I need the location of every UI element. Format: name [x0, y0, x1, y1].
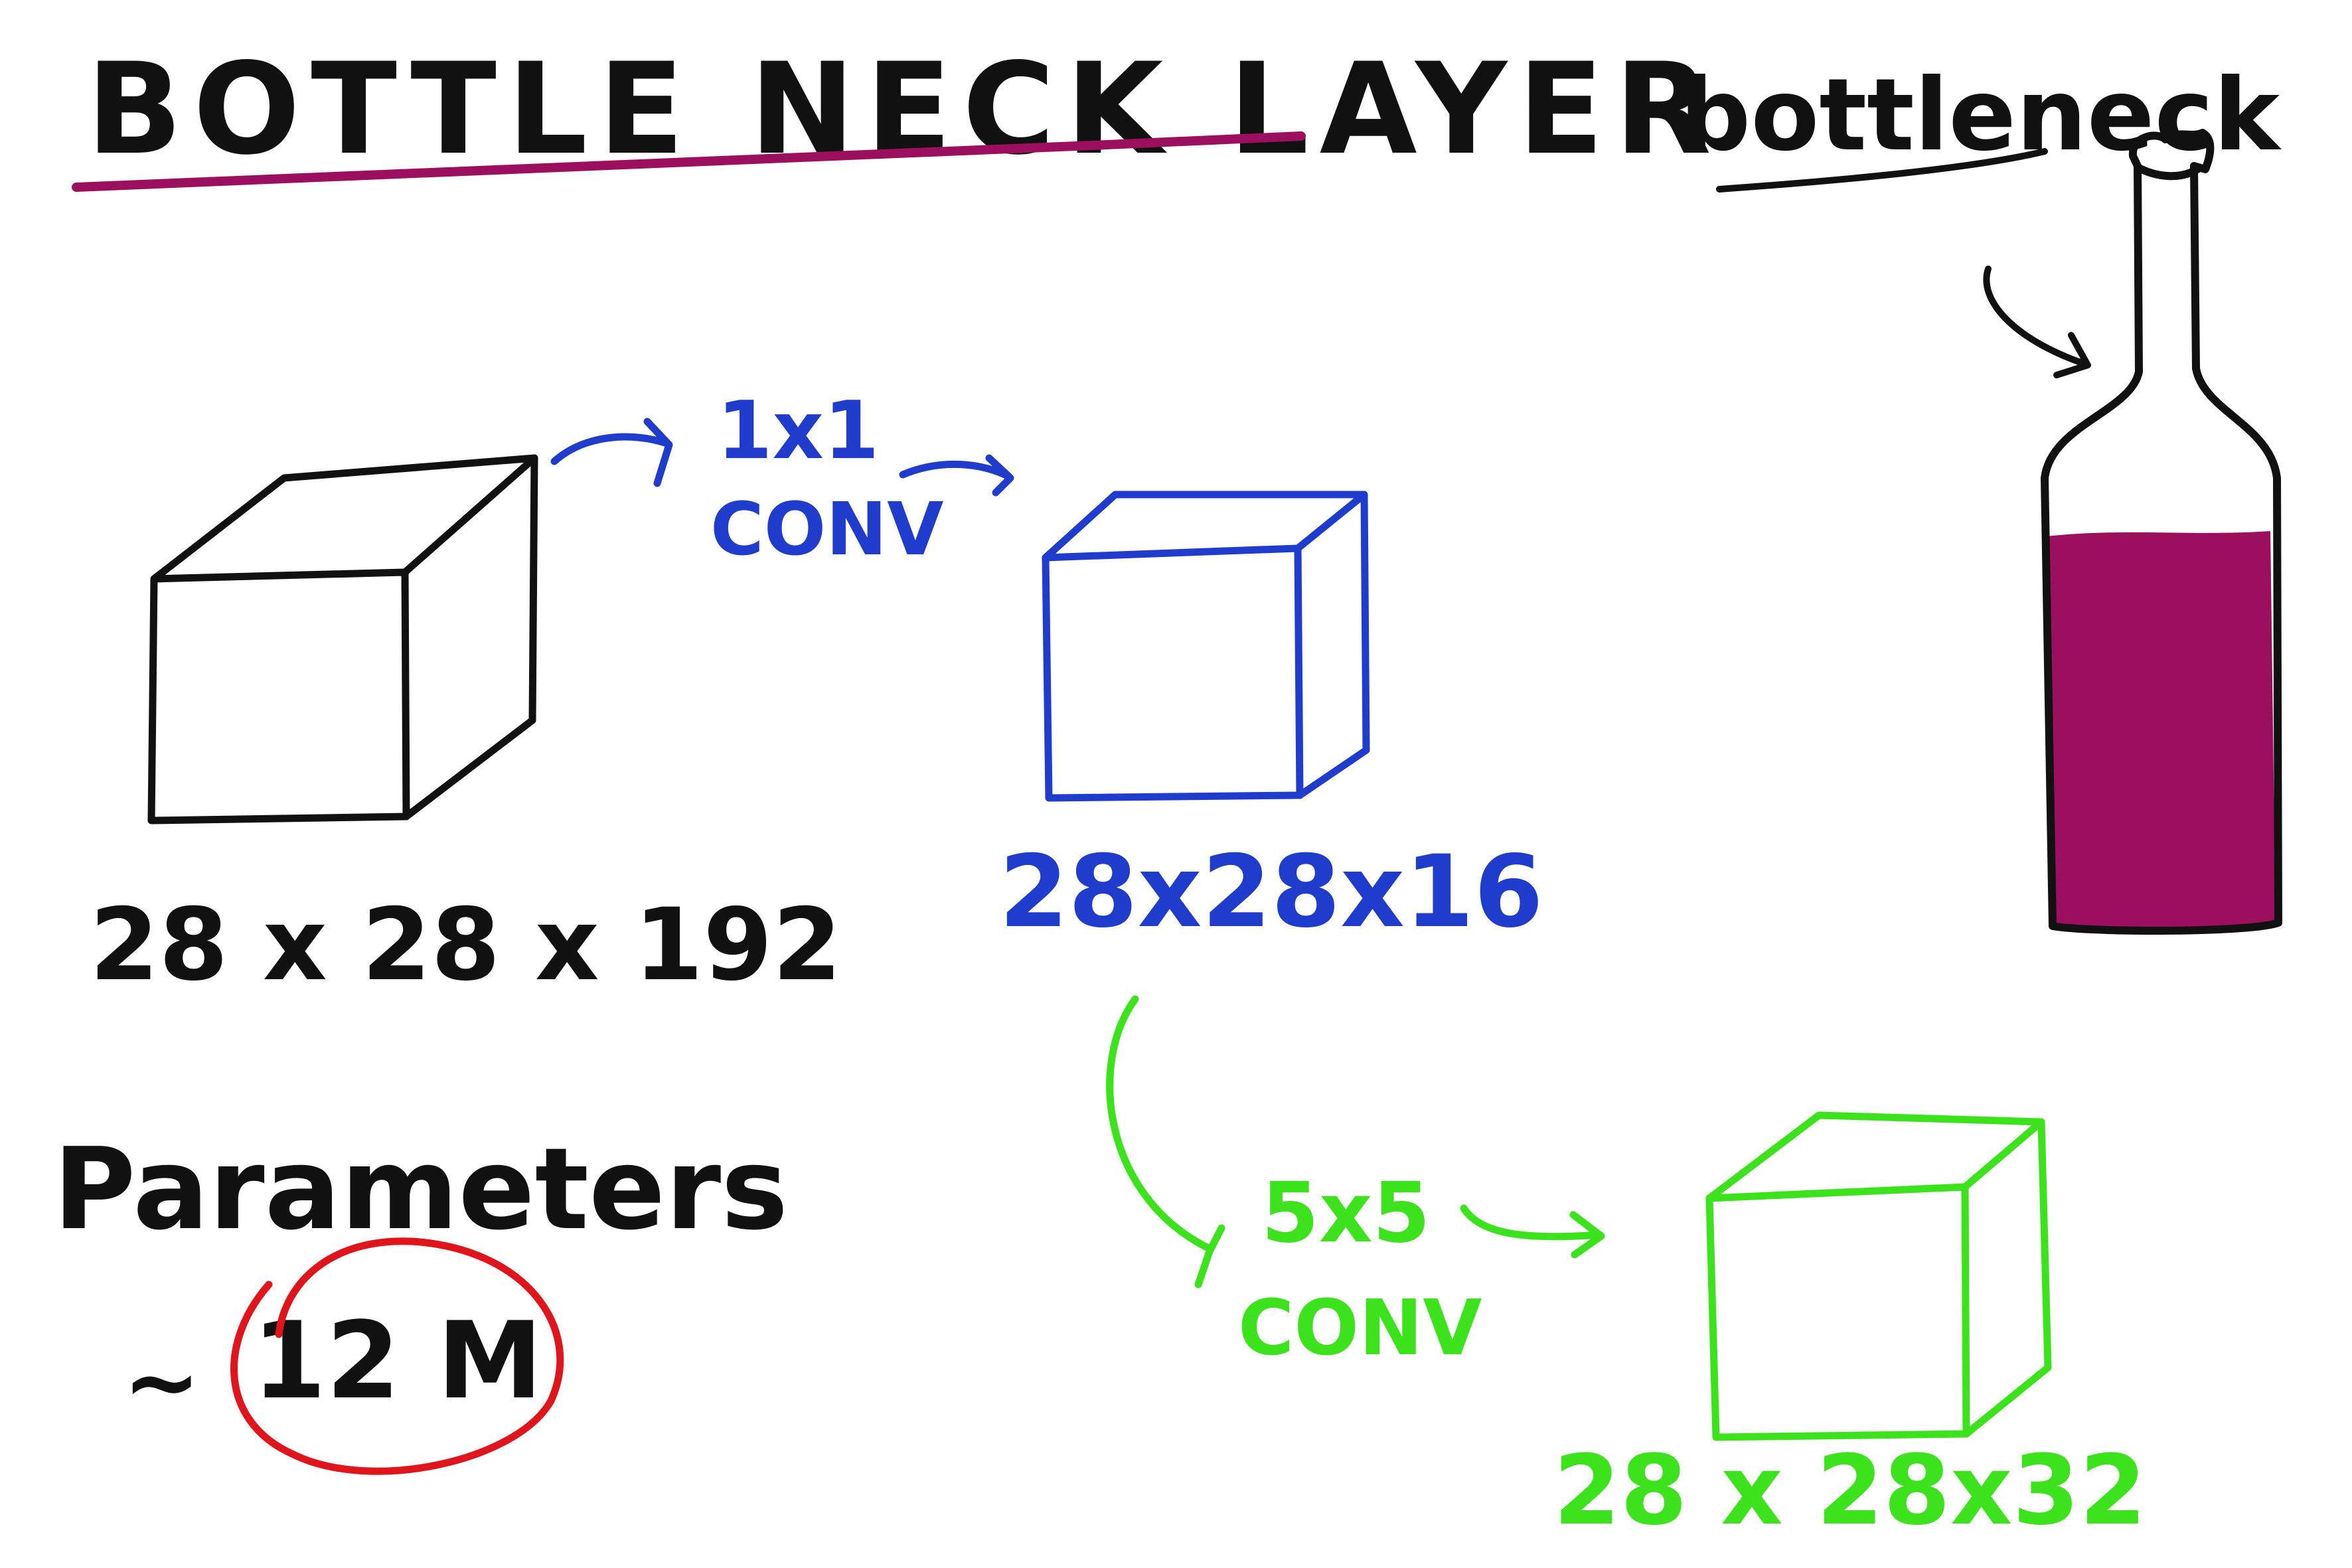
bottle-label: bottleneck [1680, 58, 2282, 173]
parameters-label: Parameters [53, 1124, 788, 1255]
arrow-to-conv2 [1106, 995, 1225, 1289]
conv1-label-line1: 1x1 [717, 385, 879, 477]
arrow-to-mid-cube [899, 454, 1014, 497]
title-underline [72, 131, 1306, 192]
params-circle [230, 1237, 564, 1475]
neck-arrow [1983, 266, 2091, 378]
params-value: 12 M [252, 1298, 543, 1423]
wine-fill [2046, 531, 2276, 928]
output-cube [1705, 1111, 2052, 1441]
title: BOTTLE NECK LAYER [86, 36, 1722, 183]
input-cube [147, 454, 538, 824]
bottle-outline [2041, 129, 2282, 935]
conv1-label-line2: CONV [710, 487, 943, 572]
mid-dims-label: 28x28x16 [999, 834, 1543, 950]
wine-bottle-icon [1983, 129, 2282, 935]
arrow-to-output-cube [1460, 1204, 1605, 1259]
mid-cube [1042, 491, 1370, 802]
bottle-label-underline [1716, 148, 2048, 193]
conv2-label-line2: CONV [1238, 1284, 1482, 1373]
output-dims-label: 28 x 28x32 [1553, 1435, 2146, 1547]
arrow-to-conv1 [550, 418, 673, 487]
params-approx-symbol: ~ [123, 1328, 200, 1437]
input-dims-label: 28 x 28 x 192 [90, 888, 842, 1003]
conv2-label-line1: 5x5 [1261, 1165, 1431, 1261]
